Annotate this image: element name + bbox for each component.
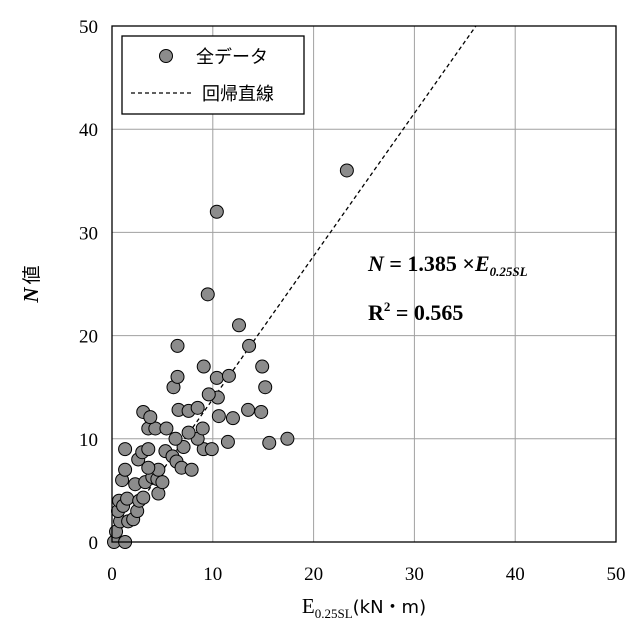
y-tick-label-20: 20 <box>79 327 98 348</box>
x-axis-label-sub: 0.25SL <box>315 606 353 621</box>
data-point <box>205 443 218 456</box>
x-tick-label-30: 30 <box>405 564 424 585</box>
data-point <box>210 205 223 218</box>
data-point <box>137 491 150 504</box>
data-point <box>119 463 132 476</box>
x-tick-label-50: 50 <box>607 564 626 585</box>
equation-variable: E <box>474 251 490 276</box>
y-tick-label-30: 30 <box>79 223 98 244</box>
r-squared-base: R <box>368 300 385 325</box>
equation-lhs: N <box>367 251 385 276</box>
x-axis-label: E0.25SL(kN・m) <box>302 594 426 621</box>
x-tick-label-20: 20 <box>304 564 323 585</box>
equation-subscript: 0.25SL <box>490 264 528 279</box>
data-point <box>144 411 157 424</box>
equation-coefficient: = 1.385 × <box>384 251 475 276</box>
data-point <box>222 369 235 382</box>
data-point <box>185 463 198 476</box>
data-point <box>233 319 246 332</box>
y-tick-label-10: 10 <box>79 430 98 451</box>
y-tick-label-0: 0 <box>89 533 99 554</box>
x-tick-labels: 0 10 20 30 40 50 <box>107 564 625 585</box>
r-squared: R2 = 0.565 <box>368 299 463 325</box>
data-point <box>255 405 268 418</box>
y-axis-label-rest: 値 <box>21 265 43 284</box>
legend-scatter-marker <box>160 50 173 63</box>
data-point <box>221 435 234 448</box>
data-point <box>201 288 214 301</box>
data-point <box>196 422 209 435</box>
r-squared-value: = 0.565 <box>390 300 463 325</box>
legend-scatter-label: 全データ <box>196 47 268 68</box>
data-point <box>243 339 256 352</box>
y-tick-label-50: 50 <box>79 17 98 38</box>
data-point <box>256 360 269 373</box>
data-point <box>191 401 204 414</box>
data-point <box>197 360 210 373</box>
legend-line-label: 回帰直線 <box>202 84 274 105</box>
x-axis-label-main: E <box>302 594 315 618</box>
data-point <box>202 388 215 401</box>
data-point <box>281 432 294 445</box>
y-axis-label-italic: N <box>19 287 43 304</box>
data-point <box>156 476 169 489</box>
x-tick-label-10: 10 <box>203 564 222 585</box>
y-axis-label: N値 <box>19 265 43 303</box>
data-point <box>242 403 255 416</box>
data-point <box>226 412 239 425</box>
x-tick-label-0: 0 <box>107 564 117 585</box>
y-tick-labels: 0 10 20 30 40 50 <box>79 17 98 554</box>
data-point <box>340 164 353 177</box>
data-point <box>121 492 134 505</box>
x-axis-label-unit: (kN・m) <box>353 597 426 618</box>
data-point <box>210 371 223 384</box>
data-point <box>169 432 182 445</box>
data-point <box>160 422 173 435</box>
y-tick-label-40: 40 <box>79 120 98 141</box>
data-point <box>119 443 132 456</box>
x-tick-label-40: 40 <box>506 564 525 585</box>
legend: 全データ 回帰直線 <box>122 36 304 114</box>
data-point <box>142 443 155 456</box>
data-point <box>171 339 184 352</box>
data-point <box>259 381 272 394</box>
data-point <box>212 410 225 423</box>
data-point <box>263 436 276 449</box>
data-point <box>171 370 184 383</box>
data-point <box>182 426 195 439</box>
